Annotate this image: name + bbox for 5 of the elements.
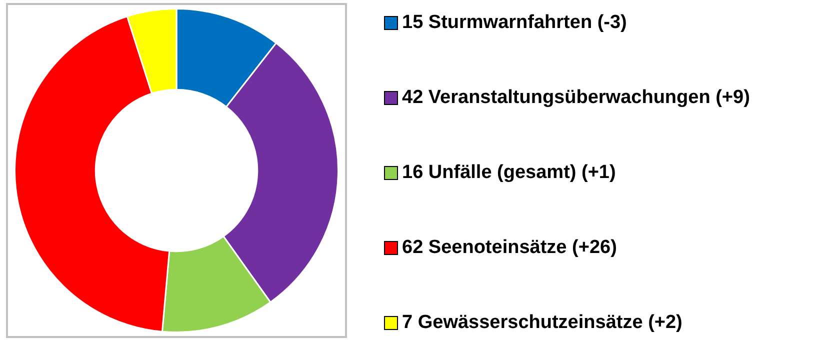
legend-label: 16 Unfälle (gesamt) (+1) bbox=[402, 162, 616, 184]
legend-label: 7 Gewässerschutzeinsätze (+2) bbox=[402, 312, 682, 334]
legend-label: 62 Seenoteinsätze (+26) bbox=[402, 237, 617, 259]
legend-label: 42 Veranstaltungsüberwachungen (+9) bbox=[402, 87, 750, 109]
legend-label: 15 Sturmwarnfahrten (-3) bbox=[402, 12, 627, 34]
